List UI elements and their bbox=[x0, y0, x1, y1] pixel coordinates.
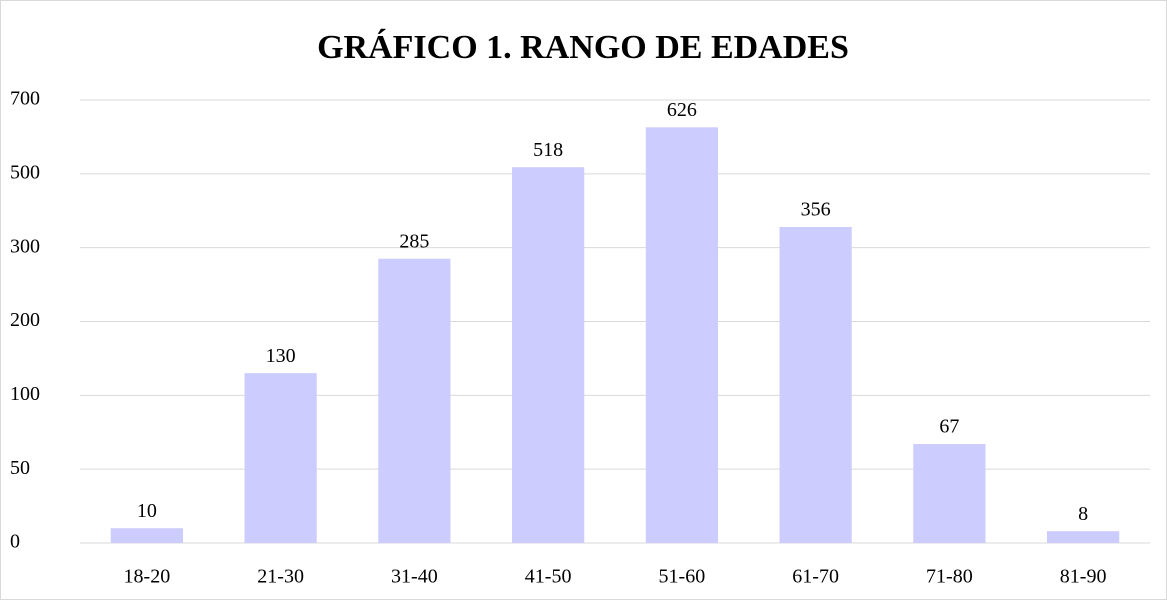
data-label: 518 bbox=[533, 139, 563, 161]
data-label: 285 bbox=[399, 230, 429, 252]
y-tick-label: 200 bbox=[10, 309, 40, 331]
data-label: 10 bbox=[137, 500, 157, 522]
bar bbox=[378, 258, 451, 543]
x-tick-label: 21-30 bbox=[257, 566, 304, 588]
x-tick-label: 71-80 bbox=[926, 566, 973, 588]
bar bbox=[913, 444, 986, 543]
data-label: 356 bbox=[801, 199, 831, 221]
y-tick-label: 700 bbox=[10, 88, 40, 110]
y-tick-label: 50 bbox=[10, 457, 30, 479]
x-tick-label: 51-60 bbox=[659, 566, 706, 588]
y-tick-label: 500 bbox=[10, 161, 40, 183]
bar bbox=[1047, 531, 1120, 543]
bar bbox=[110, 528, 183, 543]
bar bbox=[244, 373, 317, 543]
data-label: 67 bbox=[939, 416, 959, 438]
x-tick-label: 61-70 bbox=[792, 566, 839, 588]
data-label: 8 bbox=[1078, 503, 1088, 525]
y-tick-label: 300 bbox=[10, 235, 40, 257]
x-tick-label: 41-50 bbox=[525, 566, 572, 588]
data-label: 626 bbox=[667, 99, 697, 121]
bar bbox=[779, 226, 852, 543]
data-label: 130 bbox=[266, 345, 296, 367]
x-tick-label: 31-40 bbox=[391, 566, 438, 588]
chart-title: GRÁFICO 1. RANGO DE EDADES bbox=[317, 29, 849, 66]
y-tick-label: 0 bbox=[10, 531, 20, 553]
x-tick-label: 81-90 bbox=[1060, 566, 1107, 588]
y-tick-label: 100 bbox=[10, 383, 40, 405]
x-tick-label: 18-20 bbox=[124, 566, 171, 588]
bar bbox=[512, 167, 585, 543]
bar bbox=[645, 127, 718, 544]
